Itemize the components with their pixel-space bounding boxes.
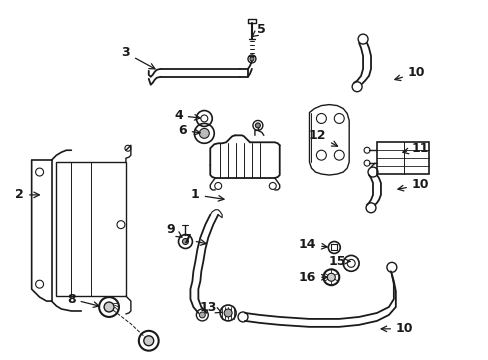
Text: 4: 4 [174, 109, 200, 122]
Text: 16: 16 [298, 271, 326, 284]
Circle shape [143, 336, 153, 346]
Text: 2: 2 [15, 188, 40, 201]
Circle shape [199, 129, 209, 138]
Text: 8: 8 [67, 293, 99, 307]
Text: 7: 7 [182, 233, 206, 246]
Text: 9: 9 [166, 223, 182, 237]
Text: 15: 15 [328, 255, 349, 268]
Circle shape [182, 239, 188, 244]
Bar [56, 162, 126, 296]
Text: 5: 5 [252, 23, 265, 37]
Text: 13: 13 [199, 301, 222, 314]
Circle shape [255, 123, 260, 128]
Text: 3: 3 [122, 46, 155, 69]
Text: 12: 12 [308, 129, 337, 146]
Circle shape [224, 309, 232, 317]
Text: 1: 1 [191, 188, 224, 201]
Text: 10: 10 [397, 179, 428, 192]
Circle shape [249, 57, 253, 61]
Circle shape [199, 312, 205, 318]
Circle shape [326, 273, 335, 281]
Text: 10: 10 [380, 322, 413, 336]
Bar [376, 142, 427, 174]
Text: 14: 14 [298, 238, 326, 251]
Text: 10: 10 [394, 66, 425, 81]
Text: 6: 6 [178, 124, 200, 137]
Circle shape [104, 302, 114, 312]
Text: 11: 11 [402, 142, 428, 155]
